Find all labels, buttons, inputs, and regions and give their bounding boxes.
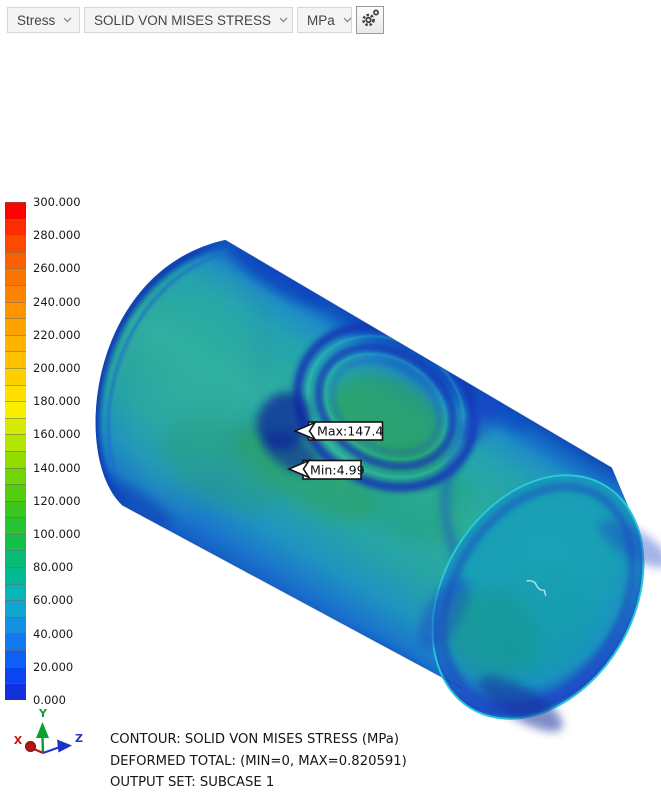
contour-legend-bar[interactable]: [5, 202, 26, 700]
legend-color-segment: [5, 218, 26, 236]
legend-color-segment: [5, 600, 26, 617]
legend-tick-label: 300.000: [33, 195, 81, 209]
legend-color-segment: [5, 401, 26, 418]
legend-color-segment: [5, 650, 26, 667]
annotation-deformed: DEFORMED TOTAL: (MIN=0, MAX=0.820591): [110, 753, 407, 769]
max-callout-label: Max:147.4: [317, 424, 383, 439]
max-callout[interactable]: Max:147.4: [292, 420, 383, 442]
legend-tick-label: 240.000: [33, 294, 81, 309]
legend-color-segment: [5, 550, 26, 568]
y-axis-label: Y: [38, 707, 48, 720]
gears-icon: [359, 7, 381, 34]
x-axis-label: X: [14, 734, 23, 747]
bottom-silhouette: [121, 504, 463, 689]
result-component-dropdown[interactable]: SOLID VON MISES STRESS: [84, 7, 293, 33]
result-type-label: Stress: [17, 12, 56, 28]
cylinder-end-face: [418, 474, 661, 732]
x-axis-arrow: [25, 741, 36, 752]
axis-triad: Y X Z: [14, 707, 83, 755]
legend-tick-label: 140.000: [33, 460, 81, 475]
legend-color-segment: [5, 268, 26, 285]
legend-color-segment: [5, 417, 26, 435]
chevron-down-icon: [271, 17, 288, 23]
legend-color-segment: [5, 633, 26, 651]
y-axis-arrow: [36, 722, 49, 738]
legend-tick-label: 200.000: [33, 361, 81, 375]
legend-color-segment: [5, 583, 26, 601]
legend-tick-label: 0.000: [33, 693, 66, 707]
chevron-down-icon: [55, 17, 72, 23]
legend-tick-label: 220.000: [33, 327, 81, 342]
legend-color-segment: [5, 567, 26, 584]
legend-tick-label: 60.000: [33, 593, 74, 608]
contour-legend-labels: 300.000 280.000 260.000 240.000 220.000 200.0…: [33, 195, 93, 707]
top-silhouette: [224, 239, 613, 469]
legend-color-segment: [5, 367, 26, 385]
legend-color-segment: [5, 351, 26, 368]
annotation-contour: CONTOUR: SOLID VON MISES STRESS (MPa): [110, 732, 399, 747]
z-axis-arrow: [57, 739, 72, 753]
legend-color-segment: [5, 318, 26, 335]
legend-tick-label: 260.000: [33, 261, 81, 276]
legend-tick-label: 180.000: [33, 394, 81, 409]
legend-color-segment: [5, 533, 26, 551]
result-component-label: SOLID VON MISES STRESS: [94, 12, 272, 28]
legend-tick-label: 40.000: [33, 626, 74, 641]
legend-color-segment: [5, 484, 26, 501]
legend-color-segment: [5, 202, 26, 219]
units-dropdown[interactable]: MPa: [297, 7, 352, 33]
legend-color-segment: [5, 251, 26, 269]
legend-color-segment: [5, 666, 26, 684]
legend-color-segment: [5, 467, 26, 485]
result-type-dropdown[interactable]: Stress: [7, 7, 80, 33]
legend-color-segment: [5, 301, 26, 319]
units-label: MPa: [307, 12, 335, 28]
min-callout[interactable]: Min:4.99: [286, 458, 365, 480]
legend-color-segment: [5, 334, 26, 352]
legend-color-segment: [5, 450, 26, 468]
legend-tick-label: 100.000: [33, 527, 81, 541]
legend-color-segment: [5, 517, 26, 534]
min-callout-label: Min:4.99: [310, 463, 365, 478]
cylinder-model[interactable]: [34, 200, 661, 757]
contour-settings-button[interactable]: [356, 6, 384, 34]
legend-tick-label: 280.000: [33, 228, 81, 243]
legend-color-segment: [5, 683, 26, 700]
legend-color-segment: [5, 434, 26, 451]
legend-color-segment: [5, 384, 26, 402]
legend-color-segment: [5, 500, 26, 518]
z-axis-label: Z: [75, 732, 83, 745]
legend-tick-label: 80.000: [33, 560, 74, 575]
legend-tick-label: 120.000: [33, 493, 81, 508]
legend-tick-label: 160.000: [33, 427, 81, 442]
legend-color-segment: [5, 284, 26, 302]
legend-color-segment: [5, 616, 26, 634]
legend-color-segment: [5, 235, 26, 252]
annotation-output-set: OUTPUT SET: SUBCASE 1: [110, 775, 275, 791]
legend-tick-label: 20.000: [33, 659, 74, 674]
contour-annotations: CONTOUR: SOLID VON MISES STRESS (MPa) DE…: [110, 729, 407, 794]
chevron-down-icon: [335, 17, 352, 23]
